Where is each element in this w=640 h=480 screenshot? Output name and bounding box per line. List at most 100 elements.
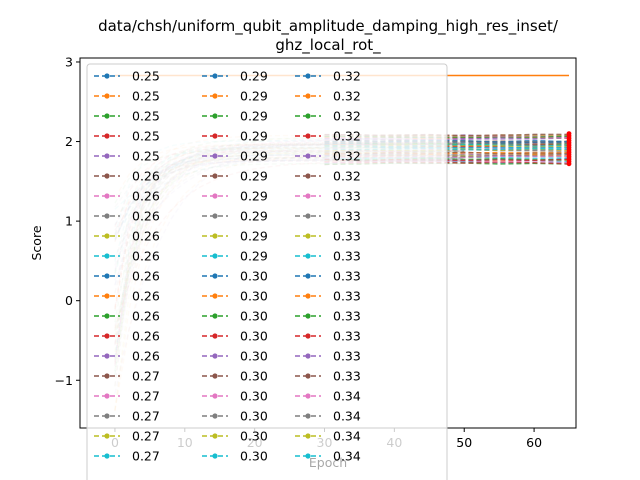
legend-label: 0.25 — [132, 129, 160, 144]
legend-label: 0.29 — [240, 189, 268, 204]
legend-swatch-marker — [104, 353, 110, 359]
legend-label: 0.30 — [240, 369, 268, 384]
legend-label: 0.30 — [240, 409, 268, 424]
legend-label: 0.30 — [240, 269, 268, 284]
legend-swatch-marker — [305, 213, 311, 219]
legend-label: 0.29 — [240, 69, 268, 84]
x-tick-label: 50 — [456, 435, 472, 450]
y-tick-label: 0 — [65, 293, 73, 308]
legend-swatch-marker — [305, 193, 311, 199]
chart-title-line-1: data/chsh/uniform_qubit_amplitude_dampin… — [98, 17, 559, 36]
legend-swatch-marker — [212, 93, 218, 99]
legend-swatch-marker — [104, 233, 110, 239]
y-tick-label: 3 — [65, 54, 73, 69]
legend-swatch-marker — [212, 273, 218, 279]
legend-label: 0.34 — [333, 389, 361, 404]
legend-swatch-marker — [104, 393, 110, 399]
legend-label: 0.26 — [132, 229, 160, 244]
legend-label: 0.30 — [240, 329, 268, 344]
legend-label: 0.30 — [240, 309, 268, 324]
legend-swatch-marker — [212, 73, 218, 79]
legend-label: 0.26 — [132, 309, 160, 324]
legend-label: 0.33 — [333, 269, 361, 284]
legend-label: 0.34 — [333, 409, 361, 424]
legend-swatch-marker — [212, 133, 218, 139]
legend-swatch-marker — [305, 313, 311, 319]
legend-swatch-marker — [212, 353, 218, 359]
legend-label: 0.33 — [333, 209, 361, 224]
legend-label: 0.34 — [333, 429, 361, 444]
legend-label: 0.29 — [240, 89, 268, 104]
legend-label: 0.33 — [333, 289, 361, 304]
end-marker — [566, 131, 572, 136]
legend: 0.25 0.25 0.25 0.25 0.25 0.26 0.26 0.26 0.26 0.26… — [86, 63, 448, 480]
legend-label: 0.26 — [132, 289, 160, 304]
y-tick-label: 2 — [65, 134, 73, 149]
legend-label: 0.32 — [333, 109, 361, 124]
legend-label: 0.33 — [333, 309, 361, 324]
legend-swatch-marker — [212, 193, 218, 199]
legend-label: 0.32 — [333, 149, 361, 164]
legend-swatch-marker — [104, 113, 110, 119]
y-tick-label: 1 — [65, 214, 73, 229]
legend-swatch-marker — [212, 453, 218, 459]
legend-swatch-marker — [104, 173, 110, 179]
legend-swatch-marker — [104, 313, 110, 319]
legend-swatch-marker — [212, 253, 218, 259]
legend-swatch-marker — [305, 253, 311, 259]
legend-label: 0.26 — [132, 349, 160, 364]
legend-swatch-marker — [212, 333, 218, 339]
legend-label: 0.29 — [240, 149, 268, 164]
legend-swatch-marker — [305, 73, 311, 79]
legend-label: 0.33 — [333, 329, 361, 344]
legend-swatch-marker — [104, 213, 110, 219]
legend-swatch-marker — [212, 153, 218, 159]
legend-swatch-marker — [305, 353, 311, 359]
legend-swatch-marker — [305, 293, 311, 299]
legend-label: 0.27 — [132, 389, 160, 404]
legend-swatch-marker — [212, 233, 218, 239]
legend-swatch-marker — [305, 393, 311, 399]
legend-label: 0.27 — [132, 369, 160, 384]
legend-label: 0.30 — [240, 349, 268, 364]
legend-label: 0.26 — [132, 189, 160, 204]
legend-label: 0.29 — [240, 169, 268, 184]
legend-label: 0.29 — [240, 109, 268, 124]
legend-label: 0.33 — [333, 249, 361, 264]
legend-label: 0.27 — [132, 449, 160, 464]
legend-swatch-marker — [104, 133, 110, 139]
legend-swatch-marker — [305, 373, 311, 379]
legend-swatch-marker — [104, 373, 110, 379]
x-axis-label: Epoch — [309, 455, 347, 470]
legend-label: 0.26 — [132, 209, 160, 224]
legend-label: 0.29 — [240, 129, 268, 144]
legend-swatch-marker — [305, 413, 311, 419]
legend-swatch-marker — [104, 253, 110, 259]
legend-swatch-marker — [104, 153, 110, 159]
legend-label: 0.27 — [132, 429, 160, 444]
legend-label: 0.32 — [333, 129, 361, 144]
legend-label: 0.29 — [240, 249, 268, 264]
legend-label: 0.25 — [132, 69, 160, 84]
legend-label: 0.26 — [132, 249, 160, 264]
legend-swatch-marker — [104, 333, 110, 339]
legend-label: 0.29 — [240, 229, 268, 244]
legend-swatch-marker — [305, 113, 311, 119]
legend-swatch-marker — [305, 133, 311, 139]
legend-frame — [86, 63, 448, 480]
legend-swatch-marker — [104, 193, 110, 199]
legend-label: 0.32 — [333, 69, 361, 84]
legend-swatch-marker — [305, 173, 311, 179]
legend-swatch-marker — [212, 313, 218, 319]
legend-label: 0.26 — [132, 169, 160, 184]
x-tick-label: 60 — [526, 435, 542, 450]
y-axis-label: Score — [29, 225, 44, 260]
legend-label: 0.34 — [333, 449, 361, 464]
legend-swatch-marker — [305, 453, 311, 459]
legend-swatch-marker — [212, 213, 218, 219]
legend-label: 0.25 — [132, 89, 160, 104]
legend-label: 0.30 — [240, 429, 268, 444]
legend-label: 0.26 — [132, 269, 160, 284]
legend-swatch-marker — [212, 393, 218, 399]
